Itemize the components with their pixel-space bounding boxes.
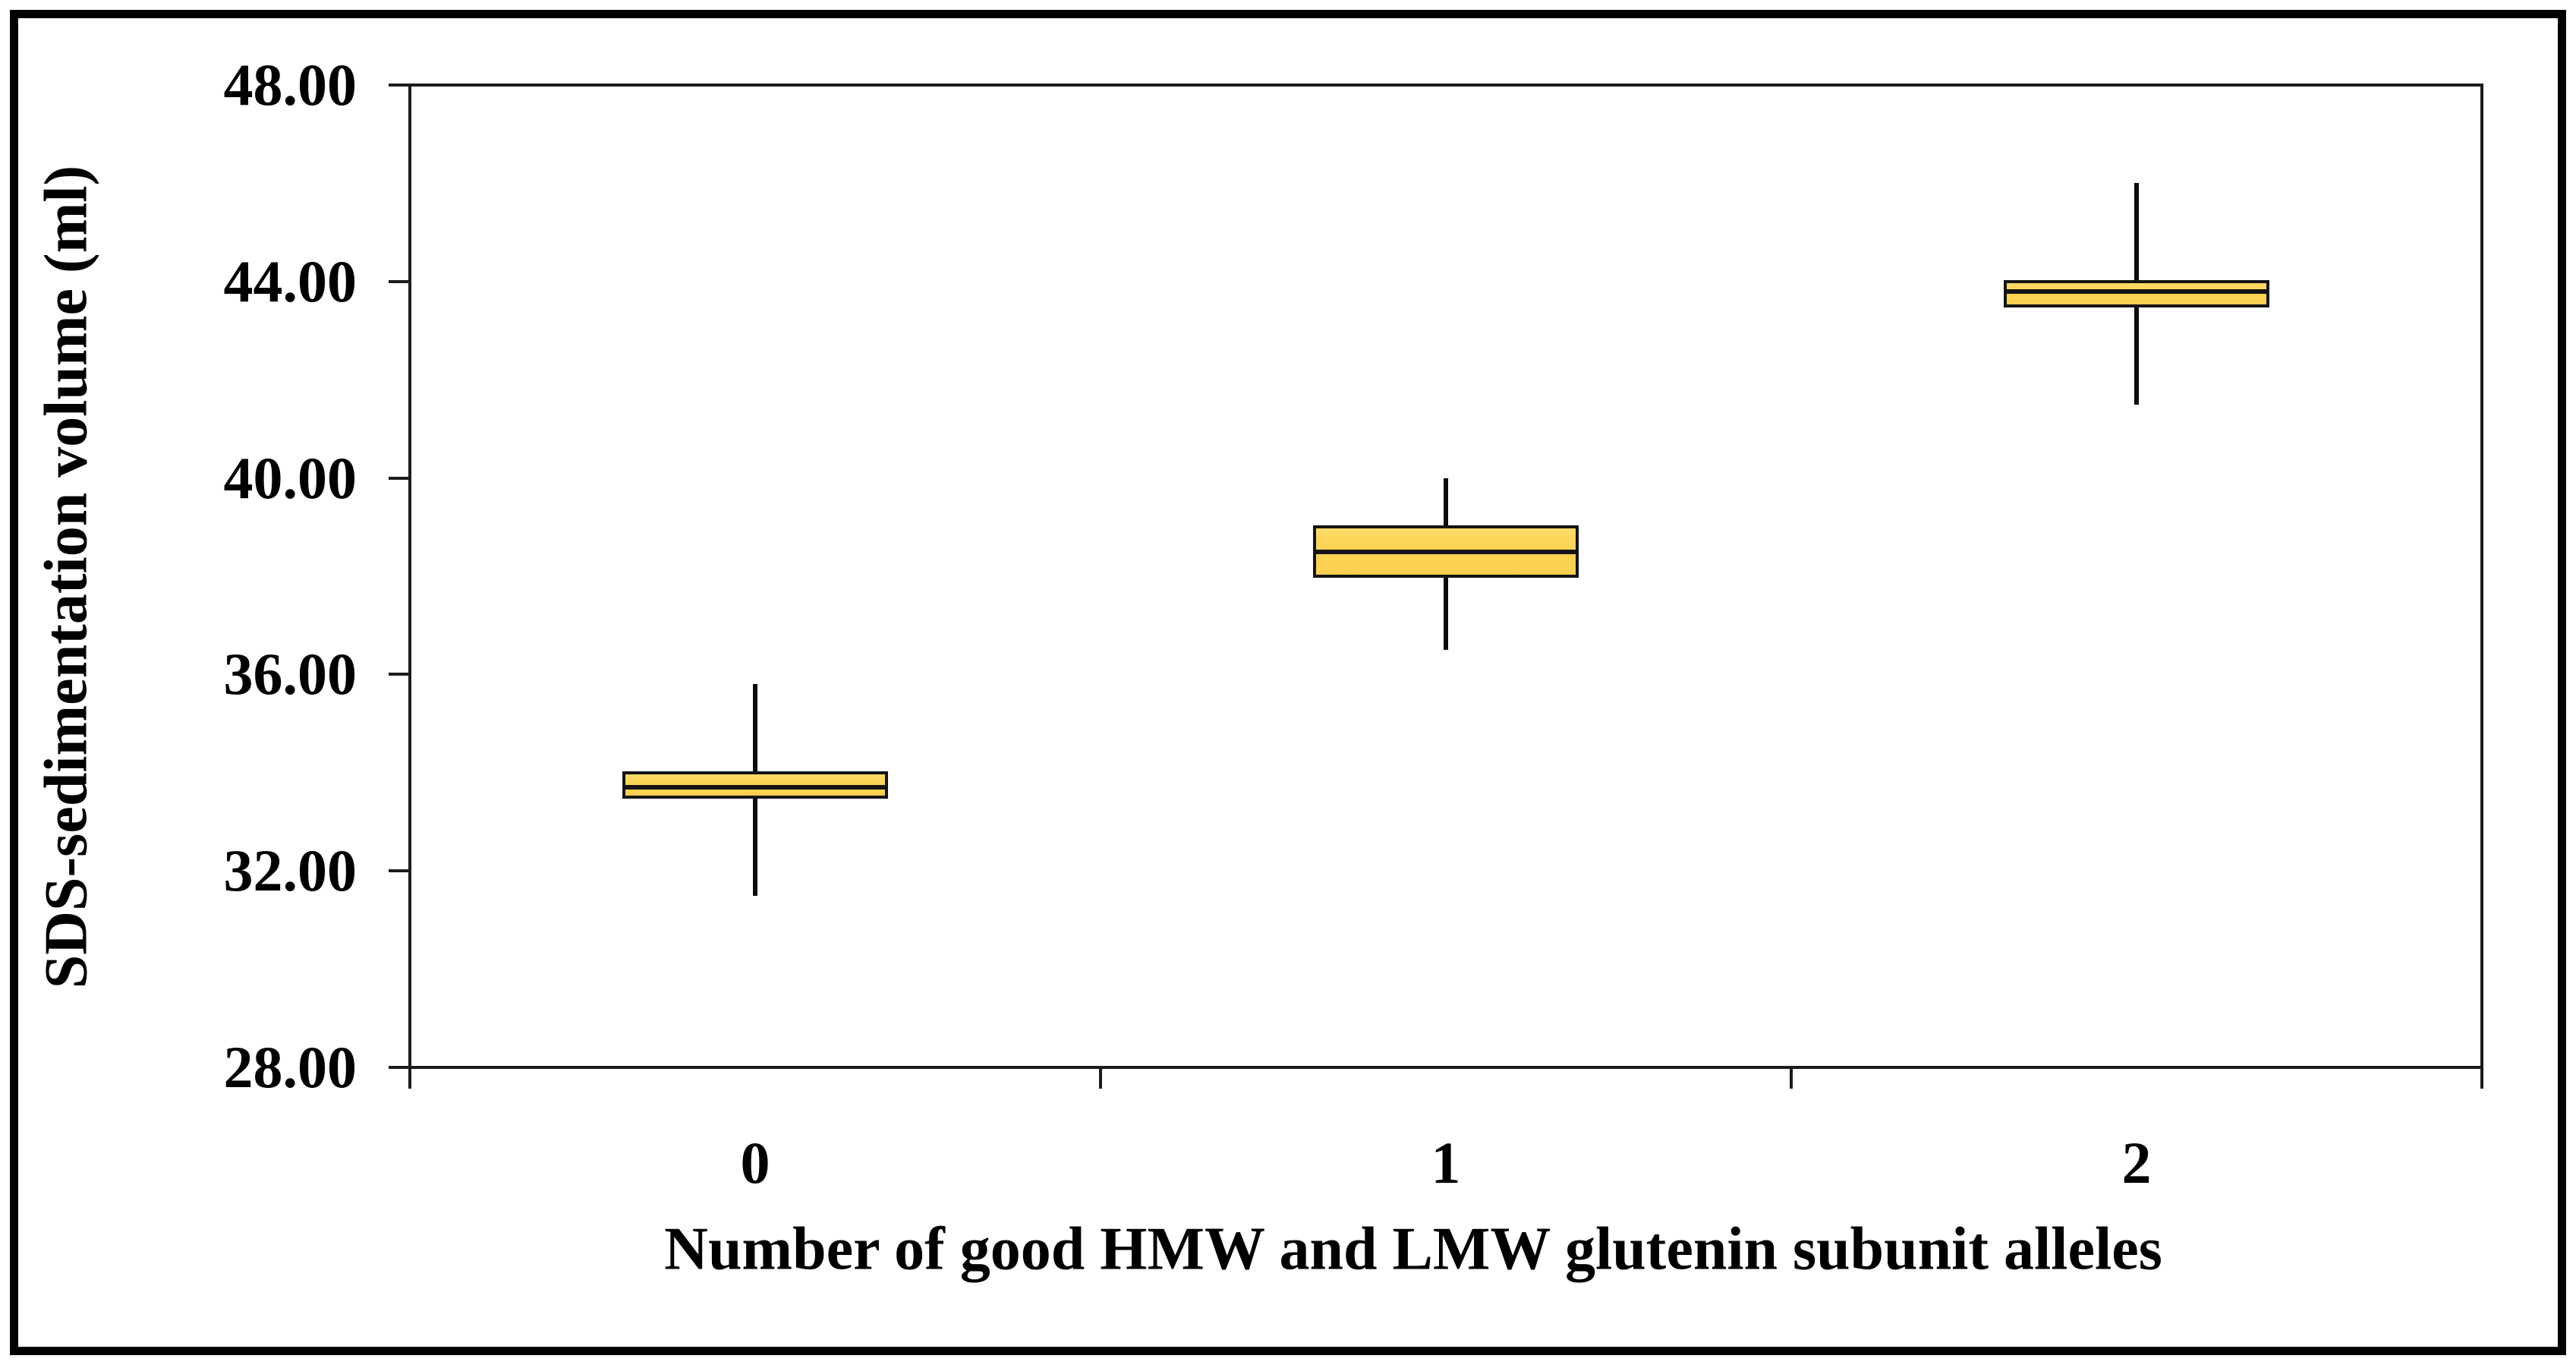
y-axis-tick-label: 44.00 bbox=[223, 247, 357, 314]
x-axis-title: Number of good HMW and LMW glutenin subu… bbox=[664, 1215, 2162, 1283]
y-axis-tick-label: 28.00 bbox=[223, 1034, 357, 1100]
y-axis-tick bbox=[389, 476, 409, 480]
y-axis-tick bbox=[389, 869, 409, 873]
y-axis-tick-label: 40.00 bbox=[223, 444, 357, 511]
x-axis-tick bbox=[408, 1067, 411, 1089]
x-axis-tick bbox=[1790, 1067, 1793, 1089]
y-axis-tick-label: 32.00 bbox=[223, 837, 357, 904]
x-axis-tick-label: 1 bbox=[1431, 1130, 1461, 1196]
box bbox=[622, 771, 888, 799]
median-line bbox=[625, 785, 885, 790]
y-axis-title: SDS-sedimentation volume (ml) bbox=[33, 165, 100, 989]
y-axis-tick bbox=[389, 84, 409, 87]
x-axis-tick bbox=[1099, 1067, 1102, 1089]
x-axis-tick-label: 2 bbox=[2121, 1130, 2152, 1196]
y-axis-tick bbox=[389, 279, 409, 283]
plot-area-frame bbox=[408, 84, 2483, 1069]
x-axis-tick-label: 0 bbox=[740, 1130, 770, 1196]
figure-border bbox=[10, 10, 2566, 1355]
x-axis-tick bbox=[2480, 1067, 2483, 1089]
y-axis-tick bbox=[389, 673, 409, 676]
y-axis-tick bbox=[389, 1066, 409, 1069]
median-line bbox=[2007, 288, 2266, 294]
median-line bbox=[1316, 549, 1576, 554]
box bbox=[2004, 279, 2269, 308]
y-axis-tick-label: 48.00 bbox=[223, 52, 357, 118]
y-axis-tick-label: 36.00 bbox=[223, 641, 357, 708]
